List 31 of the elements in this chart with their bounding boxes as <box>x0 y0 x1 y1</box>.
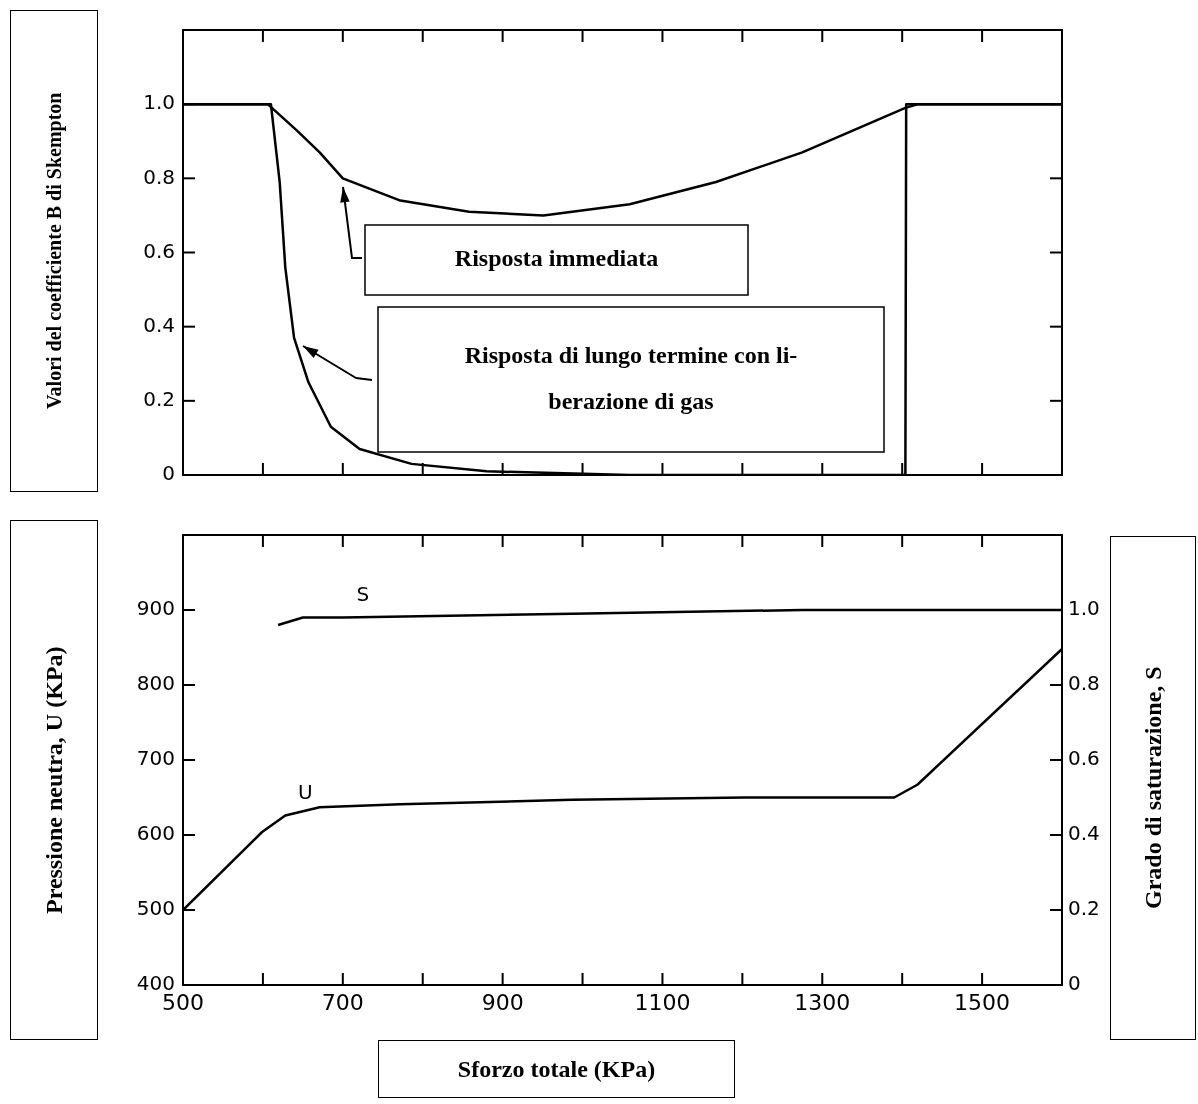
y-tick-label: 0.6 <box>143 238 175 263</box>
y-tick-label: 800 <box>136 671 175 696</box>
y-tick-label: 0.4 <box>143 312 175 337</box>
x-tick-label: 900 <box>481 989 524 1015</box>
annotation: Risposta di lungo termine con li- berazione di gas <box>464 341 798 414</box>
y-axis-title: Valori del coefficiente B di Skempton <box>10 10 98 492</box>
y2-tick-label: 0 <box>1068 971 1081 996</box>
series-label: U <box>297 779 313 804</box>
y2-tick-label: 1.0 <box>1068 596 1100 621</box>
y-tick-label: 600 <box>136 821 175 846</box>
x-tick-label: 1100 <box>634 989 691 1015</box>
y2-tick-label: 0.4 <box>1068 821 1100 846</box>
x-tick-label: 500 <box>162 989 204 1015</box>
annotation: Risposta immediata <box>454 245 659 272</box>
x-tick-label: 700 <box>321 989 364 1015</box>
y-tick-label: 900 <box>136 596 175 621</box>
y-tick-label: 1.0 <box>143 90 175 115</box>
y-tick-label: 0.2 <box>143 387 175 412</box>
series-label: S <box>356 581 370 606</box>
y-tick-label: 500 <box>136 896 175 921</box>
y2-tick-label: 0.2 <box>1068 896 1100 921</box>
x-tick-label: 1300 <box>794 989 851 1015</box>
x-tick-label: 1500 <box>954 989 1011 1015</box>
x-axis-title: Sforzo totale (KPa) <box>378 1040 735 1098</box>
y2-axis-title: Grado di saturazione, S <box>1110 536 1196 1040</box>
y2-tick-label: 0.8 <box>1068 671 1100 696</box>
y-tick-label: 700 <box>136 746 175 771</box>
y2-tick-label: 0.6 <box>1068 746 1100 771</box>
y-axis-title: Pressione neutra, U (KPa) <box>10 520 98 1040</box>
y-tick-label: 0.8 <box>143 164 175 189</box>
y-tick-label: 0 <box>162 461 175 486</box>
